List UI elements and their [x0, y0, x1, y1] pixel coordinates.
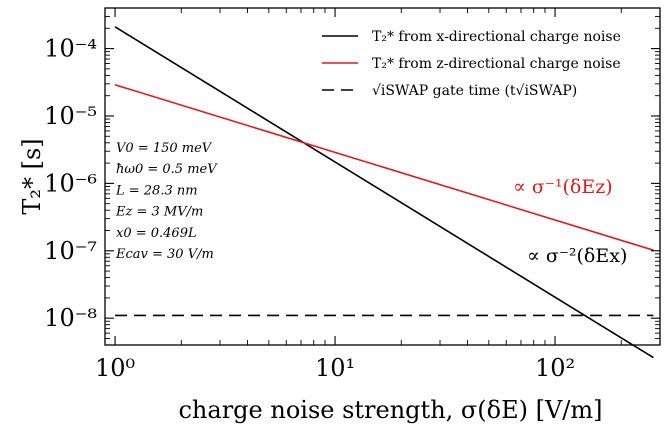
x-tick-label: 10⁰ — [95, 354, 135, 382]
parameter-line: x0 = 0.469L — [116, 226, 197, 241]
axis-titles: charge noise strength, σ(δE) [V/m] T₂* [s… — [18, 138, 603, 424]
parameter-box: V0 = 150 meV ħω0 = 0.5 meV L = 28.3 nm Ez =… — [115, 141, 218, 262]
slope-annotation-1: ∝ σ⁻²(δEx) — [527, 245, 627, 267]
y-tick-label: 10⁻⁵ — [44, 102, 97, 130]
y-axis-title: T₂* [s] — [18, 138, 46, 214]
plot-area — [114, 26, 654, 359]
parameter-line: Ecav = 30 V/m — [115, 247, 214, 262]
slope-annotation-0: ∝ σ⁻¹(δEz) — [513, 176, 613, 198]
legend-label-0: T₂* from x-directional charge noise — [372, 29, 621, 45]
series-line-1 — [114, 84, 654, 251]
parameter-line: ħω0 = 0.5 meV — [116, 162, 218, 177]
annotations: ∝ σ⁻¹(δEz) ∝ σ⁻²(δEx) — [513, 176, 627, 267]
parameter-line: L = 28.3 nm — [115, 183, 198, 198]
legend-label-1: T₂* from z-directional charge noise — [372, 56, 621, 72]
y-tick-label: 10⁻⁴ — [44, 35, 97, 63]
parameter-line: Ez = 3 MV/m — [115, 205, 203, 220]
x-axis-title: charge noise strength, σ(δE) [V/m] — [178, 396, 602, 424]
legend-label-2: √iSWAP gate time (t√iSWAP) — [372, 83, 577, 99]
plot-frame — [104, 7, 661, 346]
parameter-line: V0 = 150 meV — [116, 141, 213, 156]
series-line-0 — [114, 26, 654, 359]
y-tick-label: 10⁻⁷ — [44, 237, 97, 265]
x-tick-label: 10¹ — [315, 354, 355, 382]
x-tick-label: 10² — [535, 354, 575, 382]
y-tick-label: 10⁻⁸ — [44, 304, 97, 332]
legend: T₂* from x-directional charge noise T₂* f… — [322, 29, 621, 99]
axes: 10⁰ 10¹ 10² 10⁻⁸ 10⁻⁷ 10⁻⁶ 10⁻⁵ 10⁻⁴ — [44, 7, 661, 382]
y-tick-label: 10⁻⁶ — [44, 169, 97, 197]
